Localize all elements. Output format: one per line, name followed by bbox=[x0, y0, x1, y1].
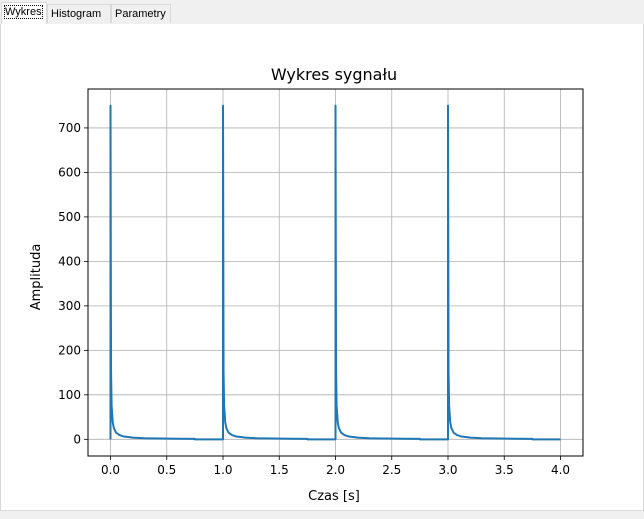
y-tick-label: 300 bbox=[58, 299, 81, 313]
tab-bar: Wykres Histogram Parametry bbox=[0, 0, 644, 25]
y-tick-label: 100 bbox=[58, 388, 81, 402]
x-tick-label: 3.5 bbox=[495, 463, 514, 477]
y-tick-label: 700 bbox=[58, 121, 81, 135]
x-tick-label: 0.5 bbox=[157, 463, 176, 477]
y-axis: 0 100 200 300 400 500 600 700 bbox=[58, 121, 88, 446]
x-tick-label: 2.5 bbox=[382, 463, 401, 477]
x-tick-label: 2.0 bbox=[326, 463, 345, 477]
tab-panel-wykres: 0.0 0.5 1.0 1.5 2.0 2.5 3.0 3.5 4.0 0 100 200 300 40… bbox=[0, 24, 644, 510]
figure-background bbox=[7, 30, 637, 508]
tab-histogram-label: Histogram bbox=[51, 8, 102, 20]
x-tick-label: 3.0 bbox=[438, 463, 457, 477]
x-tick-label: 0.0 bbox=[101, 463, 120, 477]
tab-parametry[interactable]: Parametry bbox=[111, 4, 171, 23]
y-tick-label: 500 bbox=[58, 210, 81, 224]
y-axis-label: Amplituda bbox=[29, 244, 44, 311]
signal-chart: 0.0 0.5 1.0 1.5 2.0 2.5 3.0 3.5 4.0 0 100 200 300 40… bbox=[7, 30, 637, 508]
x-tick-label: 1.0 bbox=[213, 463, 232, 477]
status-strip bbox=[0, 510, 644, 519]
x-axis: 0.0 0.5 1.0 1.5 2.0 2.5 3.0 3.5 4.0 bbox=[101, 456, 570, 477]
chart-title: Wykres sygnału bbox=[271, 65, 397, 84]
plot-area bbox=[109, 104, 561, 441]
x-tick-label: 4.0 bbox=[551, 463, 570, 477]
x-axis-label: Czas [s] bbox=[308, 489, 360, 504]
tab-histogram[interactable]: Histogram bbox=[47, 4, 111, 23]
figure-canvas: 0.0 0.5 1.0 1.5 2.0 2.5 3.0 3.5 4.0 0 100 200 300 40… bbox=[7, 30, 637, 508]
x-tick-label: 1.5 bbox=[270, 463, 289, 477]
y-tick-label: 400 bbox=[58, 254, 81, 268]
tab-parametry-label: Parametry bbox=[115, 8, 166, 20]
y-tick-label: 200 bbox=[58, 343, 81, 357]
y-tick-label: 0 bbox=[73, 432, 81, 446]
signal-line bbox=[109, 104, 561, 441]
tab-wykres-label: Wykres bbox=[4, 5, 43, 19]
tab-wykres[interactable]: Wykres bbox=[1, 2, 47, 24]
y-tick-label: 600 bbox=[58, 165, 81, 179]
